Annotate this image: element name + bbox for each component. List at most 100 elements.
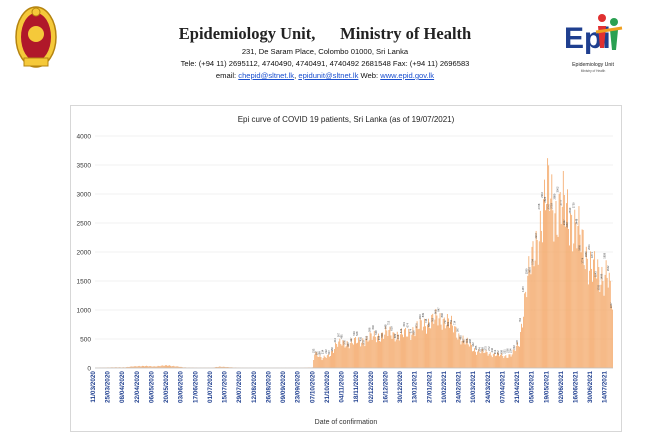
bar	[464, 344, 466, 368]
bar	[600, 284, 602, 368]
bar	[172, 366, 174, 368]
x-tick-label: 20/05/2020	[163, 371, 170, 403]
bar	[443, 317, 445, 368]
bar	[546, 204, 547, 368]
bar	[427, 324, 428, 368]
x-tick-label: 14/07/2021	[602, 371, 609, 403]
bar-data-label: 272	[487, 346, 491, 351]
bar	[591, 268, 592, 368]
bar	[499, 356, 501, 368]
bar	[133, 366, 135, 368]
bar	[475, 351, 476, 368]
bar	[409, 332, 411, 368]
bar-data-label: 236	[506, 348, 510, 353]
bar	[418, 328, 420, 368]
bar	[554, 213, 556, 368]
bar-data-label: 207	[327, 350, 331, 355]
bar	[227, 367, 229, 368]
bar	[346, 340, 348, 368]
bar	[569, 245, 570, 368]
bar-data-label: 435	[358, 336, 362, 341]
bar	[345, 346, 347, 368]
bar	[148, 366, 150, 368]
web-label: Web:	[358, 71, 381, 80]
bar	[559, 191, 561, 368]
web-link[interactable]: www.epid.gov.lk	[380, 71, 435, 80]
bar-data-label: 455	[365, 335, 369, 340]
x-tick-label: 24/02/2021	[456, 371, 463, 403]
bar	[355, 337, 356, 368]
bar	[368, 340, 370, 368]
bar	[603, 295, 605, 368]
bar	[587, 284, 589, 368]
bar	[134, 366, 136, 368]
bar	[545, 210, 546, 368]
bar	[498, 353, 499, 368]
bar	[463, 340, 465, 368]
x-tick-label: 01/07/2020	[207, 371, 214, 403]
bar	[376, 336, 378, 368]
bar-data-label: 648	[383, 324, 387, 329]
bar	[593, 259, 594, 368]
bar	[176, 366, 178, 368]
bar	[136, 366, 138, 368]
bar	[359, 340, 361, 368]
bar	[374, 336, 376, 368]
x-tick-label: 27/01/2021	[426, 371, 433, 403]
bar	[143, 365, 144, 368]
bar	[338, 341, 340, 368]
bar	[361, 342, 363, 368]
bar	[515, 345, 517, 368]
bar	[416, 321, 418, 368]
bar	[180, 366, 182, 368]
bar	[220, 366, 222, 368]
bar	[473, 350, 474, 368]
bar	[438, 318, 440, 368]
bar-data-label: 455	[377, 335, 381, 340]
email-link-epidunit[interactable]: epidunit@sltnet.lk	[298, 71, 359, 80]
bar	[449, 327, 450, 368]
bar	[465, 339, 467, 368]
bar	[435, 308, 437, 368]
bar	[385, 326, 387, 368]
epidemiology-unit-logo: Epi Epidemiology Unit Ministry of Health	[564, 14, 623, 73]
bar-data-label: 427	[349, 337, 353, 342]
bar	[440, 324, 442, 368]
bar	[313, 359, 315, 368]
bar	[548, 165, 550, 368]
bar-data-label: 189	[318, 351, 322, 356]
bar	[412, 327, 414, 368]
unit-title: Epidemiology Unit,	[178, 24, 316, 43]
bar	[328, 356, 330, 368]
y-tick-label: 500	[80, 337, 91, 344]
bar	[344, 347, 346, 368]
bar	[527, 275, 529, 368]
bar	[370, 333, 372, 368]
x-tick-label: 29/07/2020	[236, 371, 243, 403]
bar	[458, 333, 460, 368]
bar	[509, 354, 511, 368]
bar	[331, 351, 332, 368]
bar	[493, 353, 495, 368]
bar-data-label: 823	[418, 314, 422, 319]
bar	[217, 367, 219, 368]
bar	[476, 354, 478, 368]
bar	[517, 346, 519, 368]
phone-line: Tele: (+94 11) 2695112, 4740490, 4740491…	[180, 59, 470, 68]
bar	[324, 356, 326, 368]
x-tick-label: 05/05/2021	[529, 371, 536, 403]
email-link-chepid[interactable]: chepid@sltnet.lk	[238, 71, 295, 80]
bar	[320, 357, 322, 368]
bar	[158, 366, 160, 368]
bar	[579, 234, 581, 368]
bar	[576, 248, 578, 368]
bar	[477, 351, 479, 368]
bar-data-label: 576	[399, 328, 403, 333]
bar	[558, 193, 560, 368]
bar	[325, 357, 327, 368]
bar	[387, 335, 389, 368]
x-tick-label: 12/08/2020	[251, 371, 258, 403]
bar-data-label: 376	[343, 340, 347, 345]
bar-data-label: 234	[509, 348, 513, 353]
bar-data-label: 481	[340, 334, 344, 339]
